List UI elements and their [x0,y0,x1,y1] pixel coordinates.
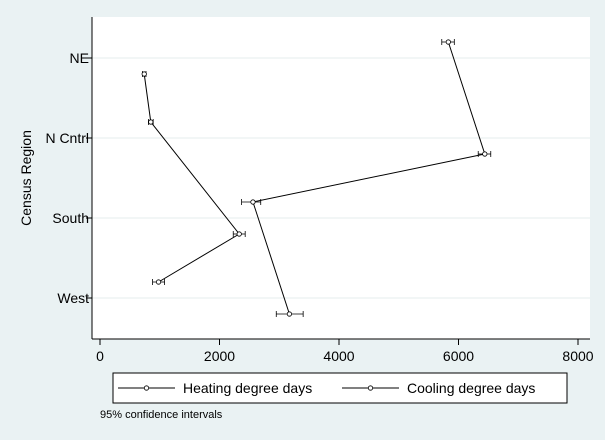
x-tick-label-0: 0 [96,348,104,364]
x-tick-label-4: 8000 [562,348,593,364]
plot-area [92,17,590,339]
point-1-2 [236,231,242,237]
x-tick-label-2: 4000 [323,348,354,364]
series-1 [141,71,246,285]
legend-box [112,372,568,404]
point-1-1 [148,119,154,125]
y-tick-label-2: South [52,210,89,226]
series-line-0 [252,41,486,315]
gridlines [92,57,590,299]
legend-marker-cooling [367,385,374,391]
x-axis-ticks: 0 2000 4000 6000 8000 [96,339,594,364]
point-1-3 [155,279,162,285]
chart-note: 95% confidence intervals [100,409,223,421]
point-0-1 [482,151,488,157]
series-0 [241,39,492,317]
legend-entry-cooling: Cooling degree days [342,380,535,396]
y-tick-label-3: West [57,290,89,306]
point-0-0 [445,39,451,45]
point-0-3 [286,311,293,317]
y-tick-label-1: N Cntrl [45,130,89,146]
x-tick-label-3: 6000 [443,348,474,364]
legend-marker-heating [143,385,150,391]
series-layer [141,39,492,317]
y-axis-title: Census Region [18,130,34,226]
legend-label-heating: Heating degree days [183,380,312,396]
series-line-1 [143,73,240,283]
y-tick-label-0: NE [70,50,89,66]
legend-entry-heating: Heating degree days [118,380,312,396]
y-axis-ticks: NE N Cntrl South West [45,50,92,306]
point-1-0 [141,71,147,77]
x-tick-label-1: 2000 [204,348,235,364]
legend-label-cooling: Cooling degree days [407,380,535,396]
point-0-2 [250,199,256,205]
